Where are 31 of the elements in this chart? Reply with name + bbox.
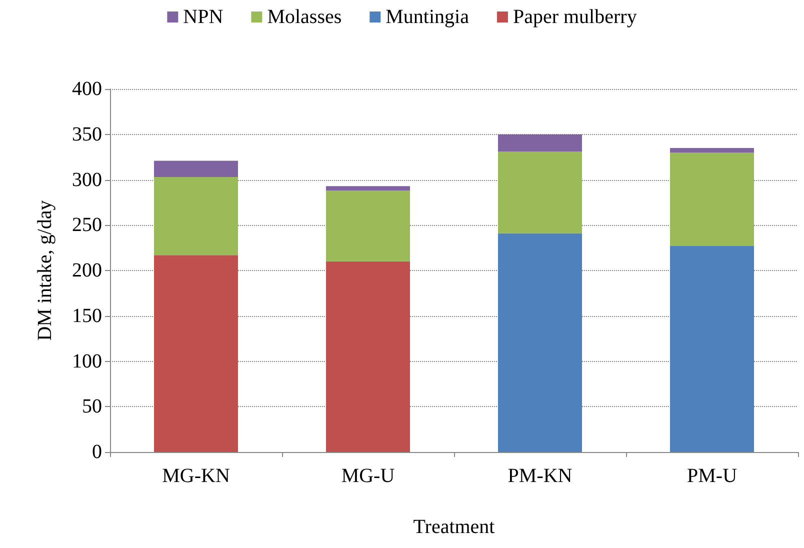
bar (670, 148, 754, 153)
bar (326, 186, 410, 191)
y-tick-label: 100 (72, 350, 102, 372)
y-tick-label: 200 (72, 260, 102, 282)
bar (498, 134, 582, 152)
x-tick-label: PM-KN (508, 465, 572, 487)
bar (326, 190, 410, 262)
y-tick-label: 150 (72, 304, 102, 327)
bar (154, 177, 238, 256)
bar (154, 255, 238, 452)
legend-label: Paper mulberry (512, 6, 637, 28)
x-axis-title: Treatment (413, 516, 496, 538)
bar (670, 246, 754, 452)
bar (326, 261, 410, 452)
y-tick-label: 350 (72, 123, 102, 146)
x-tick-label: MG-KN (162, 465, 230, 487)
bar (154, 160, 238, 178)
y-tick-label: 250 (72, 214, 102, 236)
bar (670, 152, 754, 246)
legend-label: Molasses (267, 6, 342, 28)
y-axis-title: DM intake, g/day (34, 200, 56, 341)
bar (498, 233, 582, 452)
legend-label: NPN (183, 6, 224, 28)
y-tick-label: 400 (72, 78, 102, 100)
legend-label: Muntingia (386, 6, 470, 28)
x-tick-label: MG-U (341, 465, 396, 487)
y-tick-label: 50 (82, 396, 102, 418)
y-tick-label: 0 (92, 441, 102, 463)
bar (498, 152, 582, 234)
y-tick-label: 300 (72, 168, 102, 191)
x-tick-label: PM-U (686, 465, 738, 487)
